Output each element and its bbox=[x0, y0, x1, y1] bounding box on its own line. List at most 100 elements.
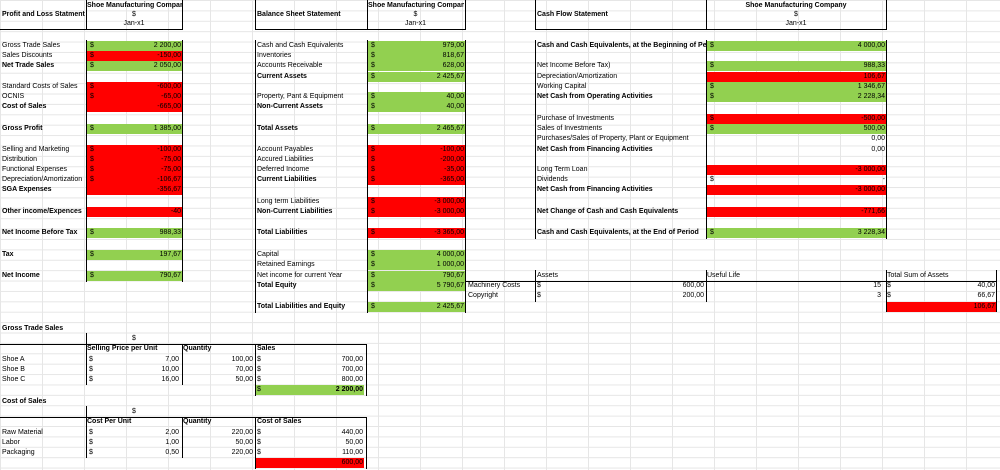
depr-row2-tcur[interactable]: $ bbox=[887, 292, 891, 299]
cf-row-net-financing-1-label[interactable]: Net Cash from Financing Activities bbox=[537, 146, 653, 153]
depr-row2-life[interactable]: 3 bbox=[877, 292, 881, 299]
cos-row3-qty[interactable]: 220,00 bbox=[231, 449, 253, 456]
cos-cost-sales-header[interactable]: Cost of Sales bbox=[257, 418, 302, 425]
cf-title[interactable]: Cash Flow Statement bbox=[537, 11, 608, 18]
pl-row-tax-label[interactable]: Tax bbox=[2, 251, 14, 258]
cos-row2-cur[interactable]: $ bbox=[89, 439, 93, 446]
depr-row2-name[interactable]: Copyright bbox=[468, 292, 498, 299]
cf-row-purchase-investments-label[interactable]: Purchase of Investments bbox=[537, 115, 615, 122]
depr-row2-total[interactable]: 66,67 bbox=[977, 292, 995, 299]
cos-row2-scur[interactable]: $ bbox=[257, 439, 261, 446]
pl-row-net-income-label[interactable]: Net Income bbox=[2, 272, 40, 279]
pl-row-standard-costs-value[interactable]: $ -600,00 bbox=[87, 82, 182, 92]
bs-company[interactable]: Shoe Manufacturing Company bbox=[368, 2, 464, 9]
gts-row1-scur[interactable]: $ bbox=[257, 356, 261, 363]
pl-row-functional-expenses-label[interactable]: Functional Expenses bbox=[2, 166, 67, 173]
cf-row-beginning-label[interactable]: Cash and Cash Equivalents, at the Beginn… bbox=[537, 42, 706, 49]
cf-row-ppe-value[interactable]: 0,00 bbox=[707, 134, 886, 144]
gts-row1-price[interactable]: 7,00 bbox=[165, 356, 179, 363]
pl-row-cost-of-sales-label[interactable]: Cost of Sales bbox=[2, 103, 47, 110]
gts-row3-cur[interactable]: $ bbox=[89, 376, 93, 383]
gts-row1-cur[interactable]: $ bbox=[89, 356, 93, 363]
pl-row-cost-of-sales-value[interactable]: -665,00 bbox=[87, 102, 182, 112]
cf-row-depreciation-label[interactable]: Depreciation/Amortization bbox=[537, 73, 618, 80]
depr-row1-total[interactable]: 40,00 bbox=[977, 282, 995, 289]
bs-row-total-equity-value[interactable]: $5 790,67 bbox=[368, 281, 465, 291]
cf-row-working-capital-value[interactable]: $1 346,67 bbox=[707, 82, 886, 92]
pl-row-tax-value[interactable]: $197,67 bbox=[87, 250, 182, 260]
cos-row1-scur[interactable]: $ bbox=[257, 429, 261, 436]
bs-row-account-payables-label[interactable]: Account Payables bbox=[257, 146, 314, 153]
cos-title[interactable]: Cost of Sales bbox=[2, 398, 47, 405]
pl-row-ocnis-value[interactable]: $ -65,00 bbox=[87, 92, 182, 102]
cos-currency[interactable]: $ bbox=[132, 408, 136, 415]
pl-row-sales-discounts-label[interactable]: Sales Discounts bbox=[2, 52, 53, 59]
gts-currency[interactable]: $ bbox=[132, 335, 136, 342]
cos-row3-cost[interactable]: 0,50 bbox=[165, 449, 179, 456]
gts-row1-name[interactable]: Shoe A bbox=[2, 356, 25, 363]
gts-qty-header[interactable]: Quantity bbox=[183, 345, 212, 352]
cos-row2-total[interactable]: 50,00 bbox=[345, 439, 363, 446]
cf-row-ppe-label[interactable]: Purchases/Sales of Property, Plant or Eq… bbox=[537, 135, 689, 142]
cos-row2-name[interactable]: Labor bbox=[2, 439, 20, 446]
gts-price-header[interactable]: Selling Price per Unit bbox=[87, 345, 158, 352]
pl-title[interactable]: Profit and Loss Statment bbox=[2, 11, 85, 18]
cf-date[interactable]: Jan-x1 bbox=[785, 20, 807, 27]
cf-row-net-financing-1-value[interactable]: 0,00 bbox=[707, 145, 886, 155]
cf-row-dividends-label[interactable]: Dividends bbox=[537, 176, 568, 183]
cf-row-long-term-loan-label[interactable]: Long Term Loan bbox=[537, 166, 588, 173]
bs-row-retained-value[interactable]: $1 000,00 bbox=[368, 260, 465, 270]
bs-row-current-assets-value[interactable]: $2 425,67 bbox=[368, 72, 465, 82]
bs-row-cash-value[interactable]: $979,00 bbox=[368, 41, 465, 51]
cf-row-sales-investments-value[interactable]: $500,00 bbox=[707, 124, 886, 134]
gts-row3-price[interactable]: 16,00 bbox=[161, 376, 179, 383]
pl-row-nibt-label[interactable]: Net Income Before Tax bbox=[2, 229, 78, 236]
bs-row-accrued-value[interactable]: $ -200,00 bbox=[368, 155, 465, 165]
bs-row-total-liab-equity-value[interactable]: $2 425,67 bbox=[368, 302, 465, 312]
gts-row1-qty[interactable]: 100,00 bbox=[231, 356, 253, 363]
pl-row-sga-label[interactable]: SGA Expenses bbox=[2, 186, 52, 193]
bs-row-noncurrent-liabilities-label[interactable]: Non-Current Liabilities bbox=[257, 208, 333, 215]
gts-row3-scur[interactable]: $ bbox=[257, 376, 261, 383]
gts-row2-cur[interactable]: $ bbox=[89, 366, 93, 373]
depr-row1-cur[interactable]: $ bbox=[537, 282, 541, 289]
pl-row-net-income-value[interactable]: $790,67 bbox=[87, 271, 182, 281]
bs-row-total-equity-label[interactable]: Total Equity bbox=[257, 282, 297, 289]
depr-row1-life[interactable]: 15 bbox=[873, 282, 881, 289]
gts-total[interactable]: 2 200,00 bbox=[266, 385, 364, 395]
cf-row-net-financing-2-label[interactable]: Net Cash from Financing Activities bbox=[537, 186, 653, 193]
depr-assets-header[interactable]: Assets bbox=[537, 272, 559, 279]
gts-row2-price[interactable]: 10,00 bbox=[161, 366, 179, 373]
bs-row-receivables-value[interactable]: $628,00 bbox=[368, 61, 465, 71]
depr-row1-value[interactable]: 600,00 bbox=[682, 282, 704, 289]
pl-row-distribution-value[interactable]: $ -75,00 bbox=[87, 155, 182, 165]
pl-row-other-income-value[interactable]: -40 bbox=[87, 207, 182, 217]
pl-row-sga-value[interactable]: -356,67 bbox=[87, 185, 182, 195]
cf-row-beginning-value[interactable]: $4 000,00 bbox=[707, 41, 886, 51]
bs-row-account-payables-value[interactable]: $ -100,00 bbox=[368, 145, 465, 155]
pl-row-sales-discounts-value[interactable]: $ -150,00 bbox=[87, 51, 182, 61]
cf-company[interactable]: Shoe Manufacturing Company bbox=[745, 2, 847, 9]
cos-qty-header[interactable]: Quantity bbox=[183, 418, 212, 425]
pl-row-nibt-value[interactable]: $988,33 bbox=[87, 228, 182, 238]
bs-row-inventories-value[interactable]: $818,67 bbox=[368, 51, 465, 61]
pl-row-selling-marketing-label[interactable]: Selling and Marketing bbox=[2, 146, 70, 153]
bs-row-capital-label[interactable]: Capital bbox=[257, 251, 279, 258]
gts-row3-qty[interactable]: 50,00 bbox=[235, 376, 253, 383]
bs-row-inventories-label[interactable]: Inventories bbox=[257, 52, 292, 59]
pl-row-selling-marketing-value[interactable]: $ -100,00 bbox=[87, 145, 182, 155]
cos-row3-total[interactable]: 110,00 bbox=[342, 449, 363, 456]
bs-row-net-income-year-label[interactable]: Net income for current Year bbox=[257, 272, 343, 279]
cf-row-net-operating-label[interactable]: Net Cash from Operating Activities bbox=[537, 93, 653, 100]
bs-row-noncurrent-assets-value[interactable]: $40,00 bbox=[368, 102, 465, 112]
bs-row-total-liab-equity-label[interactable]: Total Liabilities and Equity bbox=[257, 303, 346, 310]
pl-row-standard-costs-label[interactable]: Standard Costs of Sales bbox=[2, 83, 78, 90]
pl-row-distribution-label[interactable]: Distribution bbox=[2, 156, 38, 163]
pl-row-gross-profit-label[interactable]: Gross Profit bbox=[2, 125, 43, 132]
depr-row1-tcur[interactable]: $ bbox=[887, 282, 891, 289]
bs-row-ppe-label[interactable]: Property, Pant & Equipment bbox=[257, 93, 344, 100]
pl-row-net-trade-sales-label[interactable]: Net Trade Sales bbox=[2, 62, 55, 69]
cos-row3-scur[interactable]: $ bbox=[257, 449, 261, 456]
cos-row1-cur[interactable]: $ bbox=[89, 429, 93, 436]
